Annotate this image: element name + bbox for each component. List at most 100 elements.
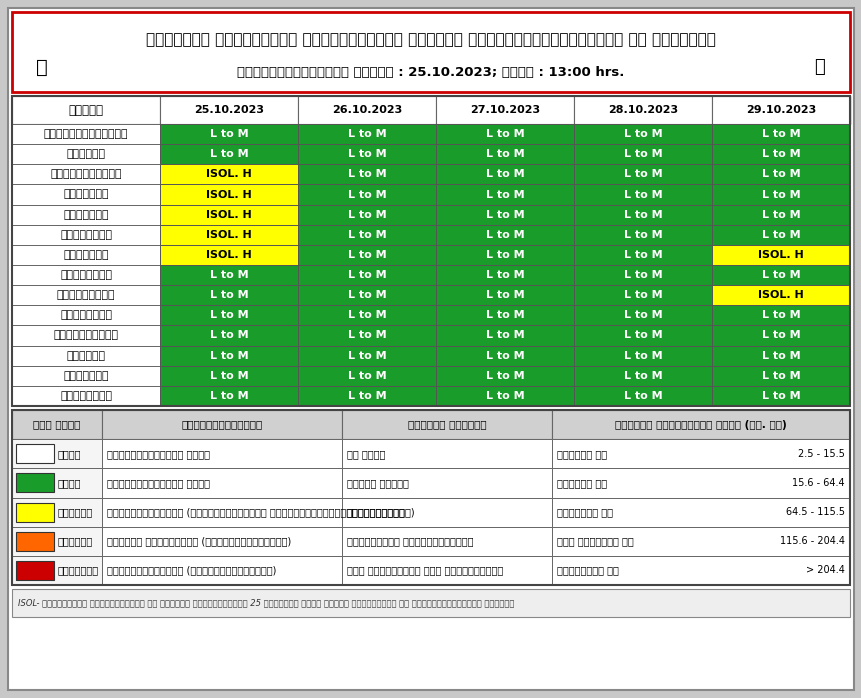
- Text: വയനാട്: വയനാട്: [66, 350, 105, 361]
- Bar: [711, 205, 849, 225]
- Text: മലപ്പുറം: മലപ്പുറം: [60, 311, 112, 320]
- Text: L to M: L to M: [347, 170, 386, 179]
- Bar: [160, 205, 298, 225]
- Bar: [436, 124, 573, 144]
- Text: L to M: L to M: [347, 270, 386, 280]
- Bar: [573, 285, 711, 305]
- Text: പത്തനംതിട്ട: പത്തനംതിട്ട: [50, 170, 121, 179]
- Bar: [551, 527, 849, 556]
- Bar: [12, 96, 849, 124]
- Text: L to M: L to M: [485, 270, 523, 280]
- Bar: [573, 265, 711, 285]
- Text: L to M: L to M: [485, 209, 523, 220]
- Text: 28.10.2023: 28.10.2023: [607, 105, 678, 115]
- Text: L to M: L to M: [761, 129, 799, 139]
- Bar: [160, 366, 298, 386]
- Bar: [298, 285, 436, 305]
- Text: 25.10.2023: 25.10.2023: [194, 105, 263, 115]
- Bar: [573, 144, 711, 164]
- Bar: [298, 265, 436, 285]
- Text: L to M: L to M: [761, 391, 799, 401]
- Bar: [12, 527, 102, 556]
- Text: 27.10.2023: 27.10.2023: [469, 105, 540, 115]
- Text: L to M: L to M: [347, 391, 386, 401]
- Text: 26.10.2023: 26.10.2023: [331, 105, 402, 115]
- Bar: [12, 346, 160, 366]
- Bar: [298, 144, 436, 164]
- Text: പുറപ്പെടുവിച്ച ദിവസം : 25.10.2023; സമയം : 13:00 hrs.: പുറപ്പെടുവിച്ച ദിവസം : 25.10.2023; സമയം …: [237, 66, 624, 78]
- Bar: [573, 225, 711, 245]
- Text: ISOL. H: ISOL. H: [757, 290, 803, 300]
- Bar: [12, 386, 160, 406]
- Text: L to M: L to M: [485, 230, 523, 240]
- Bar: [16, 561, 54, 580]
- Text: അതി ശക്തമായതോ അതി തീവ്രമായതോ: അതി ശക്തമായതോ അതി തീവ്രമായതോ: [347, 565, 503, 575]
- Text: L to M: L to M: [623, 129, 661, 139]
- Bar: [160, 184, 298, 205]
- Text: L to M: L to M: [485, 391, 523, 401]
- Bar: [160, 325, 298, 346]
- Bar: [711, 225, 849, 245]
- Text: L to M: L to M: [761, 311, 799, 320]
- Text: പാലക്കാട്: പാലക്കാട്: [57, 290, 115, 300]
- Text: L to M: L to M: [761, 270, 799, 280]
- Text: ജില്ല: ജില്ല: [68, 103, 103, 117]
- Text: L to M: L to M: [209, 350, 248, 361]
- Text: ആലപ്പുഴ: ആലപ്പുഴ: [63, 189, 108, 200]
- Text: L to M: L to M: [761, 330, 799, 341]
- Text: മുന്നറിയ്പ്പ്: മുന്നറിയ്പ്പ്: [181, 419, 263, 429]
- Bar: [102, 410, 342, 439]
- Text: 🏛: 🏛: [36, 57, 48, 77]
- Text: ISOL. H: ISOL. H: [206, 230, 251, 240]
- Text: L to M: L to M: [761, 230, 799, 240]
- Text: പച്ച: പച്ച: [58, 478, 82, 488]
- Text: 🧭: 🧭: [814, 58, 825, 76]
- Text: ISOL. H: ISOL. H: [757, 250, 803, 260]
- Text: L to M: L to M: [623, 330, 661, 341]
- Bar: [342, 439, 551, 468]
- Text: L to M: L to M: [623, 209, 661, 220]
- Bar: [342, 410, 551, 439]
- Bar: [102, 498, 342, 527]
- Bar: [298, 366, 436, 386]
- Bar: [436, 96, 573, 124]
- Bar: [342, 527, 551, 556]
- Bar: [160, 386, 298, 406]
- Bar: [160, 225, 298, 245]
- Bar: [436, 285, 573, 305]
- Bar: [711, 346, 849, 366]
- Bar: [16, 532, 54, 551]
- Text: L to M: L to M: [347, 311, 386, 320]
- Bar: [711, 265, 849, 285]
- Bar: [342, 498, 551, 527]
- Text: L to M: L to M: [485, 330, 523, 341]
- Bar: [711, 144, 849, 164]
- Bar: [436, 144, 573, 164]
- Bar: [12, 285, 160, 305]
- Bar: [436, 305, 573, 325]
- Text: അതിതീവ്ര മഴ: അതിതീവ്ര മഴ: [556, 565, 618, 575]
- Text: ഓറഞ്ച്: ഓറഞ്ച്: [58, 536, 93, 547]
- Bar: [573, 305, 711, 325]
- Text: L to M: L to M: [485, 311, 523, 320]
- Bar: [102, 439, 342, 468]
- Text: L to M: L to M: [623, 230, 661, 240]
- Text: കോട്ടയം: കോട്ടയം: [63, 209, 108, 220]
- Bar: [12, 556, 102, 585]
- Text: L to M: L to M: [209, 270, 248, 280]
- Bar: [711, 245, 849, 265]
- Bar: [12, 410, 849, 585]
- Bar: [711, 325, 849, 346]
- Text: L to M: L to M: [209, 129, 248, 139]
- Text: L to M: L to M: [347, 330, 386, 341]
- Bar: [551, 410, 849, 439]
- Text: L to M: L to M: [761, 149, 799, 159]
- Text: മുന്നറിയ്പ്പ് ഇല്ല: മുന്നറിയ്പ്പ് ഇല്ല: [107, 478, 210, 488]
- Bar: [573, 366, 711, 386]
- Text: മഴയുടെ തീവ്രത: മഴയുടെ തീവ്രത: [407, 419, 486, 429]
- Bar: [298, 386, 436, 406]
- Text: കൊല്ലം: കൊല്ലം: [66, 149, 105, 159]
- Bar: [298, 124, 436, 144]
- Text: കണ്ണൂര്: കണ്ണൂര്: [63, 371, 108, 381]
- Bar: [160, 245, 298, 265]
